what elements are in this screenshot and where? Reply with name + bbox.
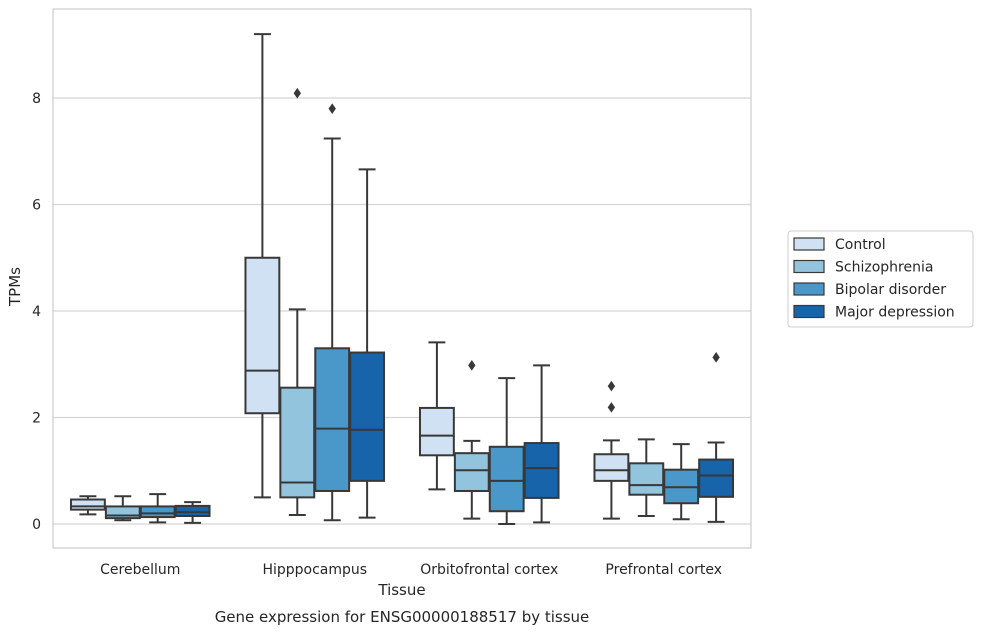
x-tick-label: Cerebellum [100, 562, 180, 578]
box-iqr [628, 462, 665, 496]
box-iqr [418, 406, 455, 457]
box-iqr [314, 347, 351, 492]
gridlines [53, 97, 751, 525]
outlier-point [607, 402, 616, 413]
y-tick-label: 2 [32, 411, 41, 427]
box-iqr [69, 498, 106, 511]
plot-area-frame [52, 8, 752, 549]
box-iqr [104, 505, 141, 520]
x-axis-label: Tissue [377, 581, 425, 599]
x-tick-label: Hipppocampus [262, 562, 367, 578]
legend: Control Schizophrenia Bipolar disorder Majo… [787, 230, 974, 328]
box-control [244, 33, 281, 499]
y-tick-label: 4 [32, 304, 41, 320]
legend-label: Schizophrenia [835, 260, 933, 276]
box-bipolar-disorder [139, 493, 176, 524]
box-bipolar-disorder [488, 377, 525, 525]
legend-swatch [793, 282, 825, 296]
box-control [69, 495, 106, 516]
y-tick-label: 0 [32, 517, 41, 533]
box-iqr [593, 453, 630, 482]
outlier-point [328, 103, 336, 114]
outlier-point [607, 380, 616, 392]
legend-swatch [793, 237, 825, 251]
legend-label: Major depression [835, 305, 955, 321]
box-iqr [174, 504, 211, 518]
box-iqr [244, 256, 281, 415]
legend-swatch [793, 304, 825, 319]
box-control [418, 341, 455, 491]
box-iqr [488, 445, 525, 513]
box-bipolar-disorder [314, 103, 351, 522]
x-axis-ticks: Cerebellum Hipppocampus Orbitofrontal cort… [100, 562, 722, 578]
box-major-depression [349, 168, 386, 519]
x-tick-label: Prefrontal cortex [605, 562, 722, 578]
outlier-point [293, 87, 301, 99]
legend-swatch [793, 259, 825, 274]
box-bipolar-disorder [663, 443, 700, 521]
box-schizophrenia [104, 495, 141, 522]
box-iqr [349, 351, 386, 482]
box-major-depression [698, 352, 735, 523]
legend-label: Bipolar disorder [835, 282, 946, 298]
box-schizophrenia [279, 87, 316, 516]
legend-frame [787, 230, 974, 328]
x-tick-label: Orbitofrontal cortex [420, 562, 558, 578]
chart-caption: Gene expression for ENSG00000188517 by t… [215, 608, 590, 626]
box-iqr [279, 386, 316, 499]
box-control [593, 380, 630, 520]
outlier-point [468, 360, 476, 371]
y-axis-label: TPMs [6, 267, 24, 307]
legend-label: Control [835, 237, 886, 253]
box-iqr [139, 505, 176, 519]
box-iqr [698, 458, 735, 498]
box-schizophrenia [628, 438, 665, 518]
y-tick-label: 8 [32, 91, 41, 107]
box-iqr [523, 442, 560, 499]
boxes [69, 33, 735, 525]
box-major-depression [174, 501, 211, 524]
y-tick-label: 6 [32, 198, 41, 214]
box-iqr [453, 452, 490, 492]
y-axis-ticks: 0 2 4 6 8 [32, 91, 41, 533]
box-schizophrenia [453, 360, 490, 520]
outlier-point [712, 352, 720, 363]
box-major-depression [523, 364, 560, 524]
